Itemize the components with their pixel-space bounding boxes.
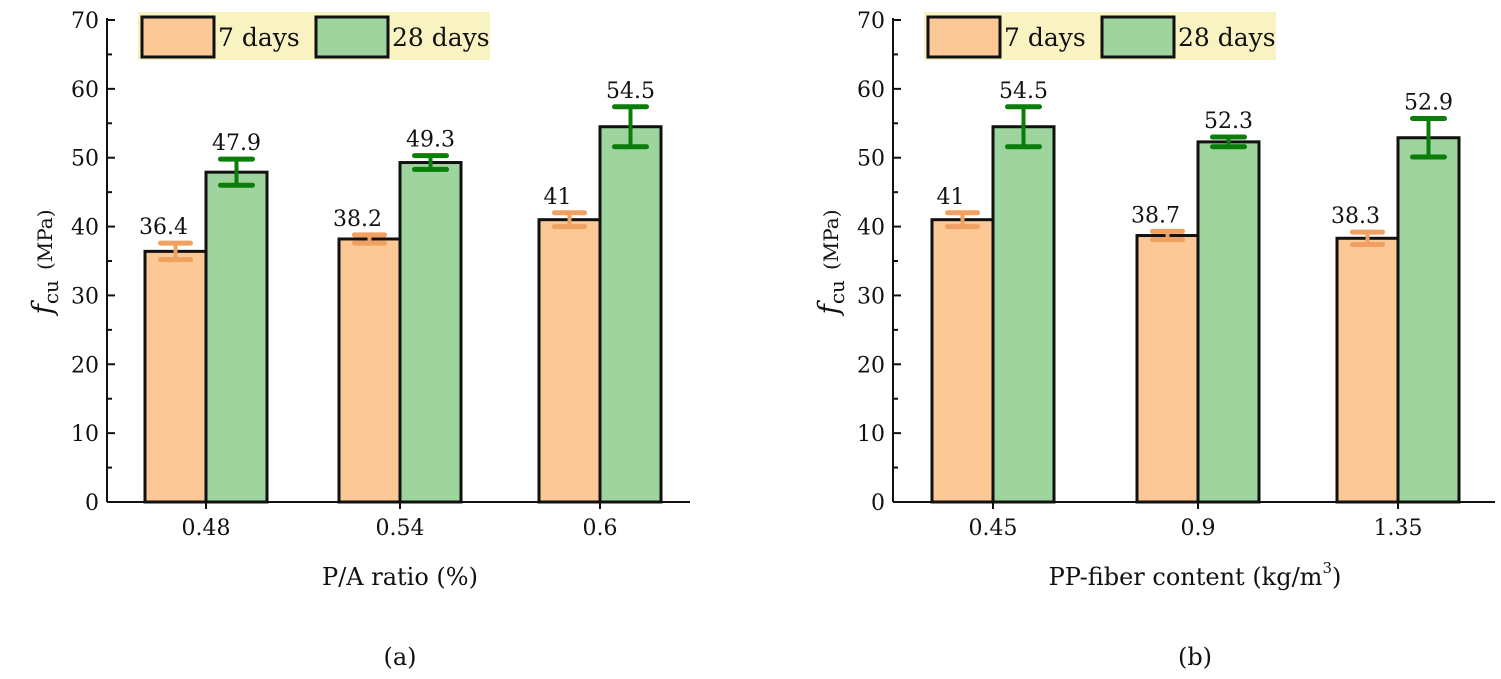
x-tick-label: 1.35 bbox=[1374, 516, 1423, 541]
data-label: 38.7 bbox=[1131, 203, 1180, 228]
data-label: 38.2 bbox=[333, 207, 382, 232]
bar-7-days bbox=[930, 218, 995, 504]
data-label: 41 bbox=[937, 185, 965, 210]
bar-7-days bbox=[337, 237, 402, 504]
panel-label: (b) bbox=[1178, 643, 1212, 671]
data-label: 49.3 bbox=[406, 128, 455, 153]
y-axis-subscript: cu bbox=[39, 280, 63, 304]
y-tick-label: 10 bbox=[857, 422, 885, 447]
bar-7-days bbox=[1335, 236, 1400, 504]
y-tick-label: 30 bbox=[71, 284, 99, 309]
x-tick-label: 0.6 bbox=[583, 516, 618, 541]
data-label: 54.5 bbox=[999, 79, 1048, 104]
data-label: 52.3 bbox=[1204, 109, 1253, 134]
bar-28-days bbox=[991, 125, 1056, 504]
bar-7-days bbox=[1135, 234, 1200, 504]
y-tick-label: 70 bbox=[857, 9, 885, 34]
y-tick-label: 0 bbox=[85, 491, 99, 516]
data-label: 38.3 bbox=[1331, 204, 1380, 229]
y-tick-label: 40 bbox=[71, 216, 99, 241]
legend-swatch-7-days bbox=[140, 15, 216, 59]
y-tick-label: 60 bbox=[71, 78, 99, 103]
y-tick-label: 0 bbox=[871, 491, 885, 516]
y-tick-label: 10 bbox=[71, 422, 99, 447]
legend-label-7-days: 7 days bbox=[218, 23, 300, 52]
x-axis-title-main: PP-fiber content (kg/m bbox=[1049, 563, 1323, 591]
data-label: 54.5 bbox=[606, 79, 655, 104]
x-axis-title: PP-fiber content (kg/m3) bbox=[1049, 559, 1342, 591]
legend-label-7-days: 7 days bbox=[1004, 23, 1086, 52]
legend-swatch-28-days bbox=[314, 15, 390, 59]
y-axis-unit: (MPa) bbox=[819, 209, 843, 270]
x-tick-label: 0.48 bbox=[182, 516, 231, 541]
data-label: 41 bbox=[544, 185, 572, 210]
x-axis-title: P/A ratio (%) bbox=[322, 563, 478, 591]
x-tick-label: 0.54 bbox=[376, 516, 425, 541]
y-axis-subscript: cu bbox=[825, 280, 849, 304]
legend-label-28-days: 28 days bbox=[1178, 23, 1276, 52]
chart-panel-b: (b) PP-fiber content (kg/m3) fcu(MPa) 01… bbox=[812, 9, 1495, 671]
x-axis-title-sup: 3 bbox=[1322, 559, 1332, 577]
y-tick-label: 30 bbox=[857, 284, 885, 309]
x-tick-label: 0.45 bbox=[969, 516, 1018, 541]
x-tick-label: 0.9 bbox=[1181, 516, 1216, 541]
y-axis-title: fcu(MPa) bbox=[26, 209, 63, 316]
bar-28-days bbox=[1196, 140, 1261, 504]
data-label: 47.9 bbox=[212, 131, 261, 156]
y-tick-label: 50 bbox=[857, 147, 885, 172]
y-axis-unit: (MPa) bbox=[33, 209, 57, 270]
bar-7-days bbox=[537, 218, 602, 504]
data-label: 52.9 bbox=[1404, 90, 1453, 115]
bar-28-days bbox=[398, 161, 463, 504]
y-tick-label: 40 bbox=[857, 216, 885, 241]
legend-swatch-7-days bbox=[926, 15, 1002, 59]
legend-swatch-28-days bbox=[1100, 15, 1176, 59]
y-tick-label: 20 bbox=[71, 353, 99, 378]
chart-panel-a: (a) P/A ratio (%) fcu(MPa) 0102030405060… bbox=[26, 9, 690, 671]
y-tick-label: 20 bbox=[857, 353, 885, 378]
y-tick-label: 50 bbox=[71, 147, 99, 172]
x-axis-title-close: ) bbox=[1332, 563, 1341, 591]
bar-28-days bbox=[204, 170, 269, 504]
bar-28-days bbox=[598, 125, 663, 504]
bar-7-days bbox=[143, 249, 208, 504]
bar-28-days bbox=[1396, 136, 1461, 504]
data-label: 36.4 bbox=[139, 215, 188, 240]
y-tick-label: 60 bbox=[857, 78, 885, 103]
panel-label: (a) bbox=[383, 643, 416, 671]
legend-label-28-days: 28 days bbox=[392, 23, 490, 52]
y-tick-label: 70 bbox=[71, 9, 99, 34]
y-axis-title: fcu(MPa) bbox=[812, 209, 849, 316]
